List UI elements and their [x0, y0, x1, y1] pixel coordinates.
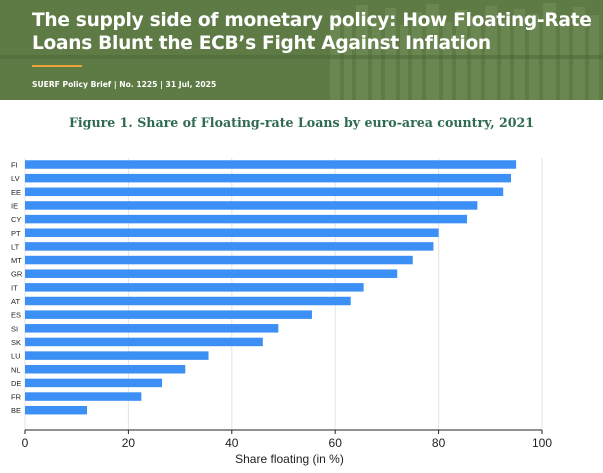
x-tick-label: 0	[22, 436, 29, 450]
category-label: SI	[11, 324, 18, 333]
grid-layer	[24, 158, 543, 430]
category-label: SK	[11, 338, 21, 347]
category-label: FR	[11, 393, 22, 402]
category-label: NL	[11, 365, 21, 374]
category-label: AT	[11, 297, 20, 306]
bookshelf-background-image	[0, 0, 603, 100]
bar	[25, 351, 209, 360]
bar	[25, 337, 263, 347]
category-label: IE	[11, 201, 18, 210]
bar	[25, 214, 468, 224]
x-tick-label-layer: 0 20 40 60 80 100	[22, 430, 552, 450]
bar	[25, 310, 312, 319]
bar-layer	[25, 160, 517, 415]
banner-title-line-1: The supply side of monetary policy: How …	[32, 10, 592, 31]
category-label: ES	[11, 311, 21, 320]
category-label: GR	[11, 270, 23, 279]
bar	[25, 255, 413, 265]
bar	[25, 242, 434, 251]
category-label: BE	[11, 406, 21, 415]
banner-title: The supply side of monetary policy: How …	[32, 9, 602, 55]
category-label: LT	[11, 242, 20, 251]
bar	[25, 228, 439, 237]
bar	[25, 269, 398, 278]
x-tick-label: 100	[532, 436, 552, 450]
header-banner: The supply side of monetary policy: How …	[0, 0, 603, 100]
bar	[25, 160, 517, 169]
category-label: PT	[11, 229, 21, 238]
x-tick-label: 60	[329, 436, 343, 450]
figure-caption: Figure 1. Share of Floating-rate Loans b…	[68, 115, 535, 130]
bar	[25, 392, 142, 401]
x-axis-title: Share floating (in %)	[235, 452, 344, 466]
category-label: MT	[11, 256, 22, 265]
publication-meta: SUERF Policy Brief | No. 1225 | 31 Jul, …	[32, 80, 217, 89]
category-label-layer: FI LV EE IE CY PT LT MT GR IT AT ES SI SK LU NL DE FR BE	[11, 161, 23, 416]
bar	[25, 378, 163, 388]
bar	[25, 324, 279, 333]
bar	[25, 201, 478, 210]
accent-rule	[32, 65, 82, 67]
category-label: DE	[11, 379, 21, 388]
category-label: FI	[11, 161, 18, 170]
category-label: LV	[11, 174, 20, 183]
bar	[25, 187, 504, 197]
category-label: LU	[11, 352, 21, 361]
category-label: CY	[11, 215, 21, 224]
bar	[25, 405, 88, 415]
x-tick-label: 40	[225, 436, 239, 450]
category-label: EE	[11, 188, 21, 197]
bar	[25, 365, 186, 374]
bar-chart: FI LV EE IE CY PT LT MT GR IT AT ES SI SK LU NL DE FR BE 0…	[11, 158, 552, 466]
banner-title-line-2: Loans Blunt the ECB’s Fight Against Infl…	[32, 33, 491, 54]
x-tick-label: 80	[432, 436, 446, 450]
category-label: IT	[11, 283, 18, 292]
x-tick-label: 20	[122, 436, 136, 450]
bar	[25, 296, 351, 306]
bar	[25, 283, 364, 292]
bar	[25, 173, 511, 183]
